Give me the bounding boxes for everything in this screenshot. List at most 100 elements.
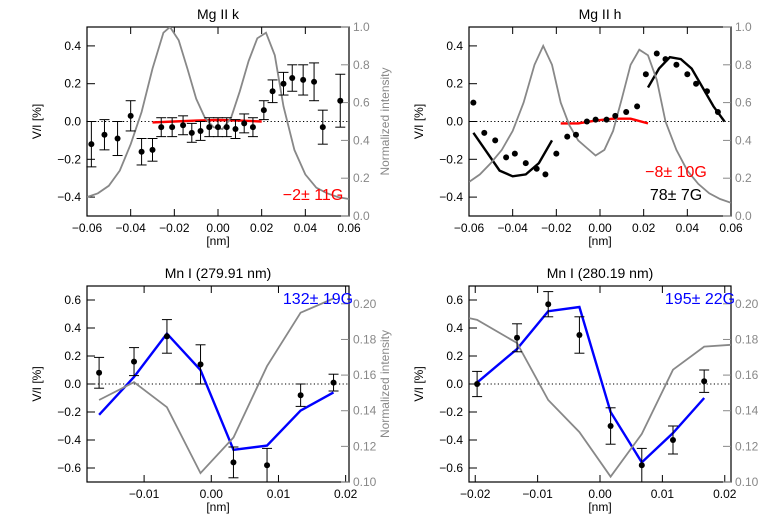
data-point xyxy=(511,150,518,157)
data-point xyxy=(163,333,170,340)
intensity-profile-line xyxy=(469,317,731,479)
x-tick-label: 0.02 xyxy=(334,487,358,501)
data-point xyxy=(131,358,138,365)
y2-tick-label: 0.0 xyxy=(353,209,370,223)
field-strength-annotation: −2± 11G xyxy=(283,187,344,204)
fit-line-black xyxy=(646,55,726,123)
x-tick-label: −0.02 xyxy=(159,221,190,235)
chart-panel-4: Mn I (280.19 nm) −0.02 −0.01 0.00 0.01 0.02 [n… xyxy=(412,265,759,514)
x-tick-label: 0.04 xyxy=(294,221,318,235)
data-point xyxy=(572,131,579,138)
y-tick-label: −0.4 xyxy=(439,190,463,204)
data-point xyxy=(492,137,499,144)
data-point xyxy=(576,332,583,338)
chart-panel-2: Mg II h −0.06 −0.04 −0.02 0.00 0.02 0.04 0.06 [n… xyxy=(412,6,752,248)
x-tick-label: 0.04 xyxy=(676,221,700,235)
data-point xyxy=(149,146,156,153)
data-point xyxy=(542,171,549,178)
data-point xyxy=(96,369,103,376)
x-axis-label: [nm] xyxy=(588,500,611,514)
x-tick-label: 0.00 xyxy=(200,487,224,501)
data-point xyxy=(545,301,552,308)
y-tick-label: 0.4 xyxy=(446,321,463,335)
data-point xyxy=(583,118,590,125)
x-tick-label: −0.06 xyxy=(72,221,103,235)
data-point xyxy=(612,112,619,119)
data-point xyxy=(638,462,645,469)
chart-title: Mn I (280.19 nm) xyxy=(547,265,654,281)
y-tick-label: 0.4 xyxy=(64,321,81,335)
y2-tick-label: 0.2 xyxy=(353,171,370,185)
y2-tick-label: 0.20 xyxy=(735,297,759,311)
y2-tick-label: 0.16 xyxy=(735,368,759,382)
x-tick-label: −0.01 xyxy=(129,487,160,501)
data-point xyxy=(319,124,326,131)
x-tick-label: 0.06 xyxy=(337,221,361,235)
y-axis-label: V/I [%] xyxy=(412,366,426,401)
field-strength-annotation: 195± 22G xyxy=(665,291,735,308)
y-tick-label: 0.6 xyxy=(446,293,463,307)
data-point xyxy=(592,116,599,123)
data-point xyxy=(101,131,108,138)
y-tick-label: 0.2 xyxy=(446,349,463,363)
y-tick-label: −0.2 xyxy=(439,152,463,166)
data-point xyxy=(669,437,676,443)
y-tick-label: −0.4 xyxy=(439,433,463,447)
data-point xyxy=(289,75,296,82)
data-point xyxy=(197,127,204,134)
y-tick-label: 0.4 xyxy=(64,39,81,53)
data-point xyxy=(564,133,571,140)
x-tick-label: 0.02 xyxy=(250,221,274,235)
data-point xyxy=(249,124,256,131)
y2-tick-label: 1.0 xyxy=(353,20,370,34)
chart-title: Mg II h xyxy=(579,6,622,22)
data-point xyxy=(330,379,337,386)
data-point xyxy=(337,97,344,104)
y2-axis-label: Normalized intensity xyxy=(378,330,392,438)
y-tick-label: 0.4 xyxy=(446,39,463,53)
x-axis-label: [nm] xyxy=(588,234,611,248)
data-point xyxy=(300,76,307,83)
y-tick-label: 0.0 xyxy=(446,115,463,129)
y2-tick-label: 0.10 xyxy=(735,475,759,489)
data-point xyxy=(232,126,239,133)
x-tick-label: 0.02 xyxy=(632,221,656,235)
y2-tick-label: 0.4 xyxy=(735,133,752,147)
intensity-profile-line xyxy=(98,297,334,475)
x-tick-label: −0.04 xyxy=(115,221,146,235)
intensity-profile-line xyxy=(87,27,349,200)
plot-frame xyxy=(468,285,732,483)
y-tick-label: −0.2 xyxy=(439,405,463,419)
y2-tick-label: 0.10 xyxy=(353,475,377,489)
data-point xyxy=(197,361,204,368)
data-point xyxy=(684,71,691,78)
y-tick-label: 0.2 xyxy=(64,349,81,363)
x-tick-label: −0.02 xyxy=(541,221,572,235)
data-point xyxy=(297,392,304,399)
chart-title: Mg II k xyxy=(197,6,240,22)
data-point xyxy=(481,129,488,136)
chart-title: Mn I (279.91 nm) xyxy=(165,265,272,281)
x-tick-label: 0.06 xyxy=(719,221,743,235)
y-tick-label: 0.2 xyxy=(446,77,463,91)
data-point xyxy=(260,107,267,114)
fit-line-blue xyxy=(476,305,706,465)
data-point xyxy=(703,88,710,95)
data-point xyxy=(280,80,287,87)
y-tick-label: −0.6 xyxy=(439,461,463,475)
data-point xyxy=(503,154,510,161)
field-strength-annotation: 132± 19G xyxy=(283,291,353,308)
y2-axis-label: Normalized intensity xyxy=(378,67,392,175)
y2-tick-label: 0.6 xyxy=(735,96,752,110)
x-tick-label: 0.00 xyxy=(206,221,230,235)
chart-panel-3: Mn I (279.91 nm) −0.01 0.00 0.01 0.02 [nm] −0.… xyxy=(30,265,392,514)
data-point xyxy=(311,78,318,85)
data-point xyxy=(623,109,630,116)
y-tick-label: 0.6 xyxy=(64,293,81,307)
y2-tick-label: 0.2 xyxy=(735,171,752,185)
data-point xyxy=(701,378,708,385)
x-tick-label: −0.02 xyxy=(460,487,491,501)
data-point xyxy=(662,56,669,63)
y2-tick-label: 1.0 xyxy=(735,20,752,34)
x-tick-label: −0.01 xyxy=(522,487,553,501)
